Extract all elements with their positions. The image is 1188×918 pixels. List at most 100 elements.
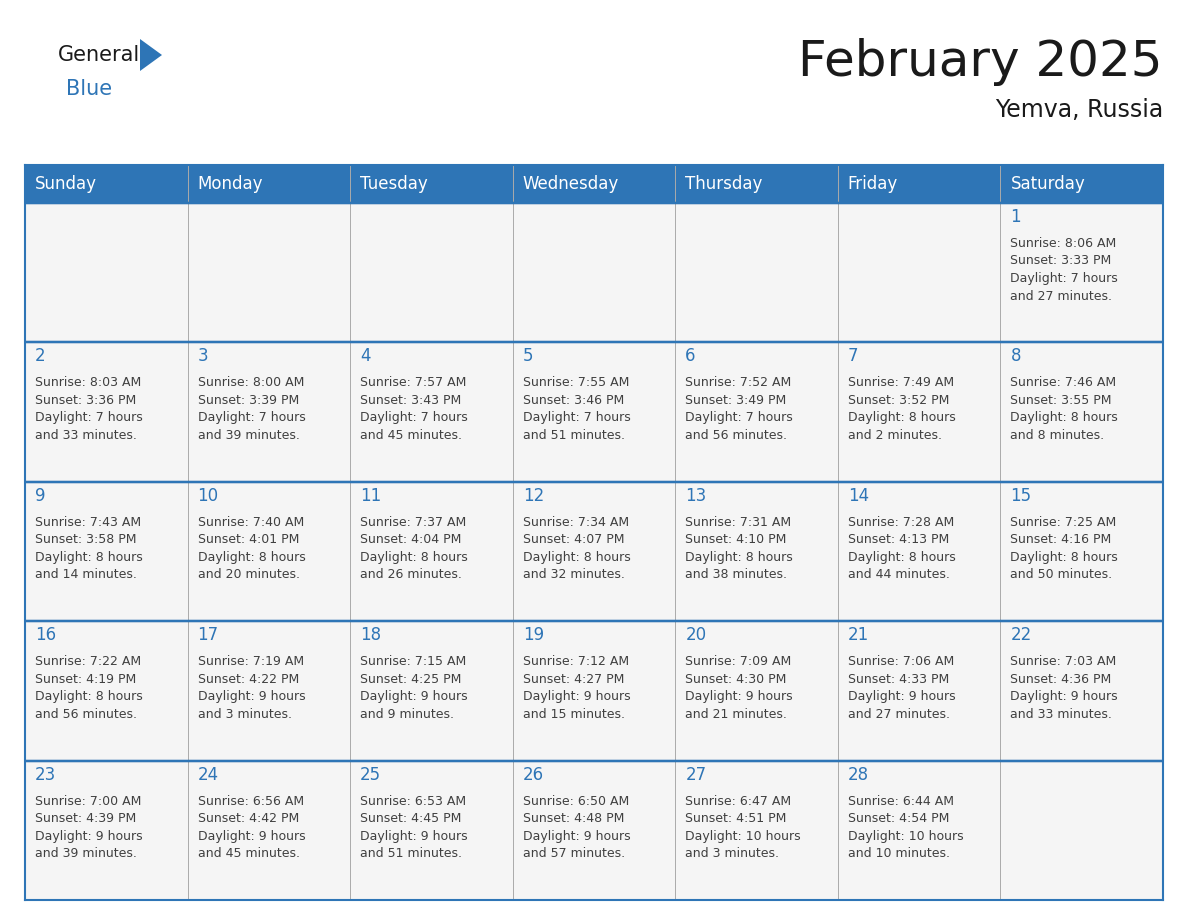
Text: and 27 minutes.: and 27 minutes. [1011,289,1112,303]
Text: Tuesday: Tuesday [360,175,428,193]
Text: Sunrise: 6:50 AM: Sunrise: 6:50 AM [523,795,628,808]
Text: Sunrise: 7:57 AM: Sunrise: 7:57 AM [360,376,467,389]
Bar [513,165,675,203]
Text: Daylight: 7 hours: Daylight: 7 hours [34,411,143,424]
Text: and 56 minutes.: and 56 minutes. [685,429,788,442]
Text: Daylight: 7 hours: Daylight: 7 hours [1011,272,1118,285]
Bar [350,621,513,761]
Text: Sunrise: 7:00 AM: Sunrise: 7:00 AM [34,795,141,808]
Text: Daylight: 9 hours: Daylight: 9 hours [523,830,631,843]
Bar [25,165,188,203]
Text: Sunset: 4:45 PM: Sunset: 4:45 PM [360,812,461,825]
Text: and 39 minutes.: and 39 minutes. [34,847,137,860]
Text: Sunrise: 7:06 AM: Sunrise: 7:06 AM [848,655,954,668]
Text: Daylight: 7 hours: Daylight: 7 hours [197,411,305,424]
Text: 17: 17 [197,626,219,644]
Text: Sunday: Sunday [34,175,97,193]
Text: Daylight: 8 hours: Daylight: 8 hours [197,551,305,564]
Text: General: General [58,45,140,65]
Text: Daylight: 10 hours: Daylight: 10 hours [848,830,963,843]
Text: Daylight: 9 hours: Daylight: 9 hours [685,690,792,703]
Bar [350,165,513,203]
Text: Daylight: 8 hours: Daylight: 8 hours [848,551,955,564]
Bar [188,203,350,342]
Text: Sunset: 4:25 PM: Sunset: 4:25 PM [360,673,461,686]
Text: Friday: Friday [848,175,898,193]
Bar [25,761,188,900]
Text: Sunset: 4:36 PM: Sunset: 4:36 PM [1011,673,1112,686]
Text: and 20 minutes.: and 20 minutes. [197,568,299,581]
Text: Sunrise: 8:06 AM: Sunrise: 8:06 AM [1011,237,1117,250]
Text: Sunset: 4:19 PM: Sunset: 4:19 PM [34,673,137,686]
Text: 2: 2 [34,347,45,365]
Bar [350,342,513,482]
Bar [838,621,1000,761]
Bar [188,342,350,482]
Text: and 50 minutes.: and 50 minutes. [1011,568,1112,581]
Bar [838,203,1000,342]
Text: and 45 minutes.: and 45 minutes. [197,847,299,860]
Bar [25,203,188,342]
Text: Daylight: 9 hours: Daylight: 9 hours [197,690,305,703]
Text: and 15 minutes.: and 15 minutes. [523,708,625,721]
Bar [675,165,838,203]
Text: Blue: Blue [67,79,112,99]
Text: Sunset: 4:07 PM: Sunset: 4:07 PM [523,533,624,546]
Text: 21: 21 [848,626,870,644]
Text: and 27 minutes.: and 27 minutes. [848,708,950,721]
Text: 26: 26 [523,766,544,784]
Text: Sunrise: 6:44 AM: Sunrise: 6:44 AM [848,795,954,808]
Text: Sunset: 4:13 PM: Sunset: 4:13 PM [848,533,949,546]
Text: Saturday: Saturday [1011,175,1085,193]
Text: Daylight: 9 hours: Daylight: 9 hours [1011,690,1118,703]
Text: Daylight: 9 hours: Daylight: 9 hours [197,830,305,843]
Text: 20: 20 [685,626,707,644]
Text: Daylight: 8 hours: Daylight: 8 hours [685,551,794,564]
Text: Daylight: 8 hours: Daylight: 8 hours [1011,411,1118,424]
Bar [675,621,838,761]
Text: Sunset: 4:54 PM: Sunset: 4:54 PM [848,812,949,825]
Text: February 2025: February 2025 [798,38,1163,86]
Text: Sunset: 4:33 PM: Sunset: 4:33 PM [848,673,949,686]
Text: and 14 minutes.: and 14 minutes. [34,568,137,581]
Text: 13: 13 [685,487,707,505]
Bar [838,165,1000,203]
Text: Sunset: 3:49 PM: Sunset: 3:49 PM [685,394,786,407]
Text: Sunrise: 7:46 AM: Sunrise: 7:46 AM [1011,376,1117,389]
Bar [25,342,188,482]
Text: Daylight: 10 hours: Daylight: 10 hours [685,830,801,843]
Text: Sunset: 3:52 PM: Sunset: 3:52 PM [848,394,949,407]
Text: and 9 minutes.: and 9 minutes. [360,708,454,721]
Text: Sunset: 4:51 PM: Sunset: 4:51 PM [685,812,786,825]
Text: Sunrise: 6:53 AM: Sunrise: 6:53 AM [360,795,466,808]
Text: Thursday: Thursday [685,175,763,193]
Text: Sunrise: 7:25 AM: Sunrise: 7:25 AM [1011,516,1117,529]
Text: Daylight: 7 hours: Daylight: 7 hours [685,411,794,424]
Text: Sunset: 4:27 PM: Sunset: 4:27 PM [523,673,624,686]
Text: and 3 minutes.: and 3 minutes. [197,708,291,721]
Bar [675,342,838,482]
Text: 14: 14 [848,487,868,505]
Bar [675,203,838,342]
Text: 22: 22 [1011,626,1031,644]
Text: Daylight: 9 hours: Daylight: 9 hours [848,690,955,703]
Text: and 32 minutes.: and 32 minutes. [523,568,625,581]
Text: Daylight: 8 hours: Daylight: 8 hours [1011,551,1118,564]
Bar [1000,482,1163,621]
Text: Sunrise: 7:09 AM: Sunrise: 7:09 AM [685,655,791,668]
Text: 11: 11 [360,487,381,505]
Text: and 39 minutes.: and 39 minutes. [197,429,299,442]
Text: Daylight: 9 hours: Daylight: 9 hours [360,830,468,843]
Text: and 44 minutes.: and 44 minutes. [848,568,949,581]
Text: Sunrise: 7:37 AM: Sunrise: 7:37 AM [360,516,467,529]
Text: and 3 minutes.: and 3 minutes. [685,847,779,860]
Text: Wednesday: Wednesday [523,175,619,193]
Text: 4: 4 [360,347,371,365]
Text: 25: 25 [360,766,381,784]
Text: and 10 minutes.: and 10 minutes. [848,847,950,860]
Bar [675,761,838,900]
Bar [1000,621,1163,761]
Text: Sunset: 4:01 PM: Sunset: 4:01 PM [197,533,299,546]
Text: and 33 minutes.: and 33 minutes. [1011,708,1112,721]
Text: 19: 19 [523,626,544,644]
